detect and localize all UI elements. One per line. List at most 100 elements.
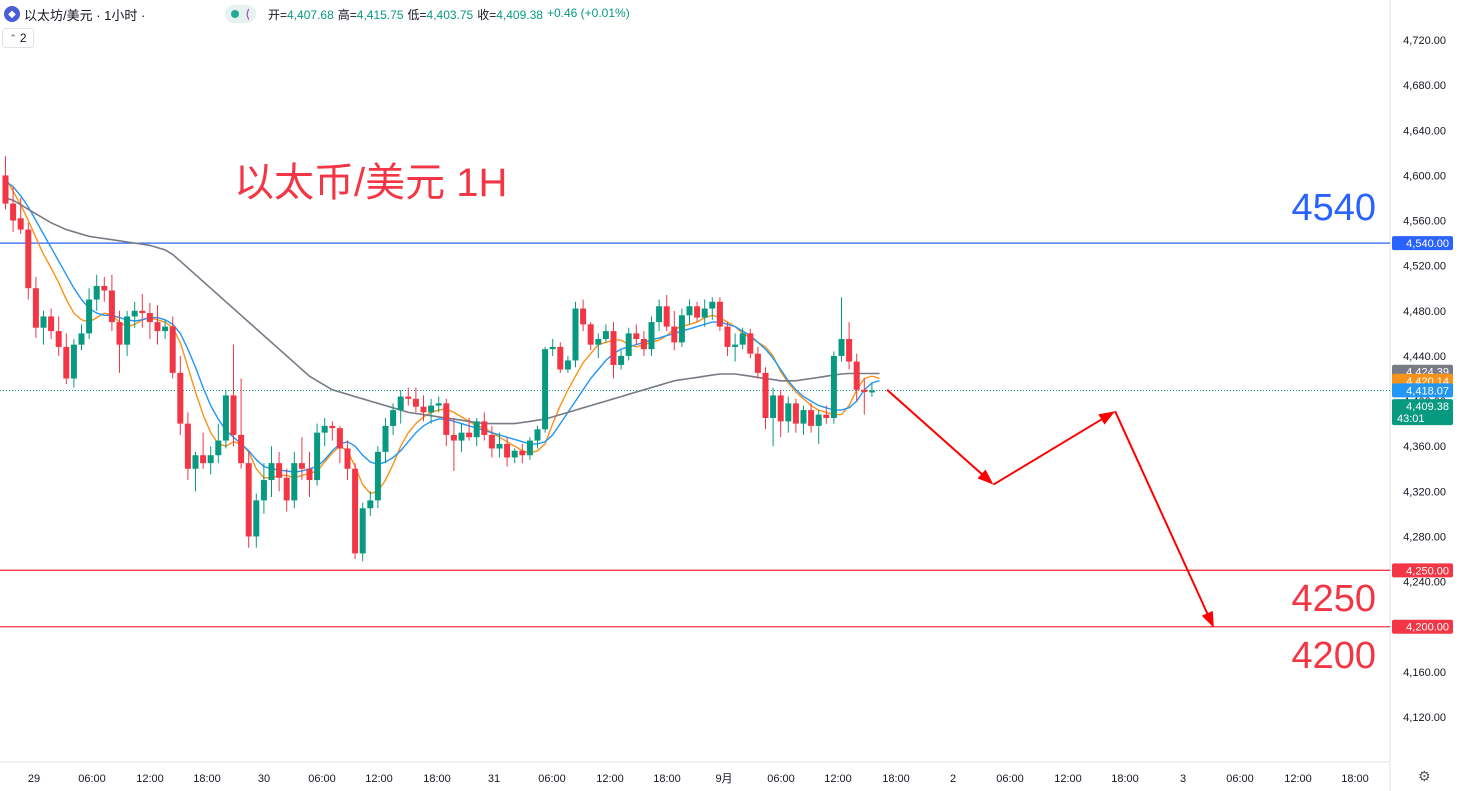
indicators-toggle[interactable]: ⌃ 2 [2,28,34,48]
candle [352,463,359,560]
share-icon[interactable]: ⟨ [245,7,251,21]
candle [648,316,655,356]
candle [428,398,435,424]
chart-header: ◆ 以太坊/美元 · 1小时 · ⟨ 开=4,407.68 高=4,415.75… [4,4,630,24]
candle [564,355,571,373]
market-status-pill[interactable]: ⟨ [225,5,257,23]
candle [108,274,115,332]
candle [86,288,93,340]
candle [291,451,298,509]
y-tick-label: 4,520.00 [1403,261,1446,273]
candle [853,353,860,402]
ohlc-high: 高=4,415.75 [337,7,404,22]
candle [625,327,632,361]
candle [405,387,412,406]
candle [481,412,488,441]
x-tick-label: 18:00 [1111,773,1139,785]
y-tick-label: 4,120.00 [1403,712,1446,724]
candle [511,448,518,464]
level-price-tag-text: 4,540.00 [1406,238,1449,250]
x-tick-label: 30 [258,773,270,785]
y-tick-label: 4,440.00 [1403,351,1446,363]
candle [283,468,290,512]
candle [709,297,716,320]
candle [526,437,533,460]
candle [124,310,131,356]
candle [2,156,9,210]
y-tick-label: 4,680.00 [1403,80,1446,92]
x-tick-label: 18:00 [193,773,221,785]
ethereum-icon: ◆ [4,6,20,22]
x-tick-label: 12:00 [1284,773,1312,785]
candle [443,398,450,447]
candle [382,417,389,464]
candle [298,437,305,481]
candle [633,324,640,345]
candle [724,322,731,356]
candle [215,423,222,464]
candle [314,423,321,486]
symbol-title[interactable]: 以太坊/美元 · 1小时 · [24,7,146,23]
candle [557,342,564,373]
candle [336,425,343,464]
chart-annotation-title: 以太币/美元 1H [234,161,508,205]
candle [534,425,541,449]
projection-arrow [992,411,1116,486]
candle [808,403,815,433]
candle [169,316,176,379]
market-open-icon [231,10,240,18]
x-tick-label: 06:00 [308,773,336,785]
projection-arrow [886,389,994,485]
candle [716,297,723,332]
candle [656,299,663,332]
candle [473,417,480,447]
y-tick-label: 4,360.00 [1403,441,1446,453]
y-tick-label: 4,320.00 [1403,486,1446,498]
candle [276,451,283,492]
candle [116,310,123,373]
candle [580,299,587,332]
candle [412,387,419,413]
candle [238,378,245,469]
candle [732,333,739,362]
candle [519,443,526,464]
level-price-tag [1392,563,1453,578]
x-tick-label: 12:00 [596,773,624,785]
candle [587,322,594,351]
level-label-4540: 4540 [1291,187,1376,230]
candle [177,355,184,435]
candle [686,299,693,325]
candle [397,389,404,424]
y-tick-label: 4,560.00 [1403,216,1446,228]
level-label-4200: 4200 [1291,634,1376,677]
y-tick-label: 4,160.00 [1403,667,1446,679]
candle [815,410,822,444]
candle [747,328,754,359]
candle [846,322,853,370]
candle [640,331,647,356]
candle [420,395,427,422]
candle [93,274,100,311]
y-tick-label: 4,480.00 [1403,306,1446,318]
candle [823,405,830,424]
candle [268,446,275,497]
candle [374,446,381,509]
x-tick-label: 18:00 [882,773,910,785]
settings-gear-icon[interactable]: ⚙ [1418,768,1431,784]
candle [777,389,784,438]
candle [359,502,366,562]
candle [245,451,252,548]
candle [792,398,799,433]
candle [504,437,511,467]
y-tick-label: 4,600.00 [1403,170,1446,182]
x-tick-label: 12:00 [365,773,393,785]
candle [754,346,761,379]
candle [25,222,32,300]
moving-average-line [5,197,880,425]
chevron-up-icon: ⌃ [9,32,17,43]
x-tick-label: 06:00 [767,773,795,785]
candle [321,417,328,447]
candle [466,417,473,441]
x-tick-label: 18:00 [653,773,681,785]
